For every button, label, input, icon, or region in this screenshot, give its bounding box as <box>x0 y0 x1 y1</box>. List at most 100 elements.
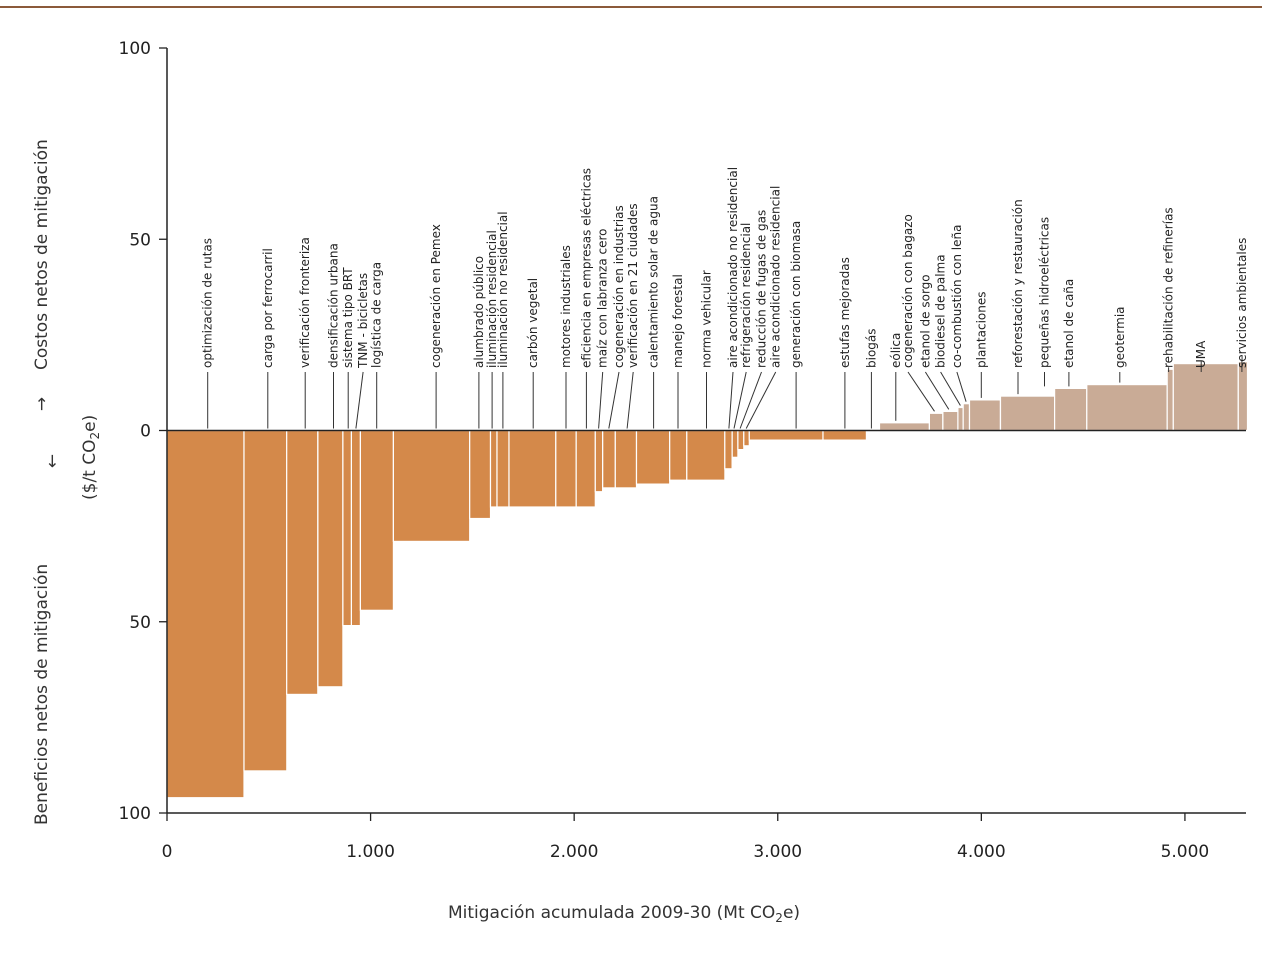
x-tick-label-4: 4.000 <box>957 842 1006 862</box>
bar-label-38: UMA <box>1194 340 1208 368</box>
x-tick-label-0: 0 <box>162 842 173 862</box>
bar-label-20: aire acondicionado no residencial <box>726 167 740 368</box>
leader-line-22 <box>739 371 762 429</box>
bar-label-23: aire acondicionado residencial <box>769 186 783 368</box>
bar-12 <box>555 429 577 508</box>
y-tick-label-0: 100 <box>119 39 151 59</box>
bar-7 <box>392 429 471 543</box>
bar-0 <box>166 429 245 799</box>
bar-label-10: iluminación no residencial <box>496 211 510 368</box>
bar-3 <box>317 429 344 688</box>
bar-label-39: servicios ambientales <box>1235 238 1249 368</box>
bar-28 <box>928 412 944 432</box>
bar-label-26: biogás <box>864 328 878 368</box>
bar-label-29: etanol de sorgo <box>918 274 932 368</box>
bar-label-1: carga por ferrocarril <box>261 248 275 368</box>
bar-4 <box>342 429 353 627</box>
leader-lines-group: optimización de rutas carga por ferrocarr… <box>201 167 1249 429</box>
bar-5 <box>350 429 361 627</box>
bar-label-9: iluminación residencial <box>485 230 499 368</box>
x-title-subscript: 2 <box>775 911 783 925</box>
y-axis-title-costs: Costos netos de mitigación <box>32 139 52 370</box>
y-axis-unit: ($/t CO2e) <box>80 415 102 500</box>
bar-34 <box>1053 387 1088 432</box>
leader-line-16 <box>626 371 634 429</box>
y-axis-arrow-up: → <box>32 397 52 411</box>
bar-32 <box>968 399 1001 432</box>
x-title-main: Mitigación acumulada 2009-30 (Mt CO <box>448 903 775 923</box>
bar-19 <box>686 429 726 481</box>
y-tick-label-2: 0 <box>140 422 151 442</box>
bar-label-16: verificación en 21 ciudades <box>626 203 640 368</box>
y-axis-title-benefits: Beneficios netos de mitigación <box>32 564 52 825</box>
y-unit-main: ($/t CO <box>80 440 100 501</box>
bar-2 <box>286 429 319 695</box>
bar-label-36: geotermia <box>1113 306 1127 368</box>
bar-label-4: sistema tipo BRT <box>341 267 355 368</box>
y-axis-arrow-down: → <box>42 454 62 468</box>
leader-line-29 <box>924 371 950 410</box>
bar-label-15: cogeneración en industrias <box>612 205 626 368</box>
bar-16 <box>614 429 638 489</box>
bar-8 <box>469 429 492 520</box>
x-tick-label-5: 5.000 <box>1161 842 1210 862</box>
bar-24 <box>748 429 824 441</box>
bar-label-18: manejo forestal <box>671 274 685 368</box>
leader-line-5 <box>355 371 364 429</box>
bar-10 <box>496 429 510 508</box>
bars-group <box>166 361 1249 799</box>
bar-23 <box>743 429 750 447</box>
bar-36 <box>1086 384 1168 432</box>
bar-29 <box>942 410 959 432</box>
x-tick-label-2: 2.000 <box>550 842 599 862</box>
bar-label-24: generación con biomasa <box>789 221 803 368</box>
bar-label-21: refrigeración residencial <box>739 223 753 368</box>
bar-label-8: alumbrado público <box>472 256 486 368</box>
bar-18 <box>669 429 688 481</box>
bar-label-0: optimización de rutas <box>201 238 215 368</box>
bar-label-37: rehabilitación de refinerías <box>1162 207 1176 368</box>
bar-31 <box>962 403 971 432</box>
x-title-end: e) <box>783 903 800 923</box>
bar-label-34: pequeñas hidroeléctricas <box>1038 217 1052 368</box>
bar-1 <box>243 429 288 772</box>
x-tick-label-3: 3.000 <box>753 842 802 862</box>
bar-label-2: verificación fronteriza <box>298 237 312 368</box>
bar-33 <box>999 395 1056 432</box>
bar-label-25: estufas mejoradas <box>838 257 852 368</box>
y-tick-label-3: 50 <box>129 613 151 633</box>
bar-11 <box>508 429 557 508</box>
bar-20 <box>724 429 733 470</box>
bar-9 <box>489 429 498 508</box>
top-rule <box>0 6 1262 8</box>
bar-label-13: eficiencia en empresas eléctricas <box>579 168 593 368</box>
bar-17 <box>635 429 671 485</box>
bar-label-35: etanol de caña <box>1062 279 1076 368</box>
leader-line-28 <box>907 371 935 412</box>
y-tick-label-4: 100 <box>119 804 151 824</box>
leader-line-20 <box>728 371 734 429</box>
bar-label-27: eólica <box>889 333 903 368</box>
bar-21 <box>731 429 739 458</box>
bar-label-12: motores industriales <box>559 245 573 368</box>
bar-label-22: reducción de fugas de gas <box>755 210 769 368</box>
bar-38 <box>1172 363 1239 432</box>
leader-line-14 <box>598 371 604 429</box>
bar-37 <box>1166 368 1174 432</box>
x-tick-label-1: 1.000 <box>346 842 395 862</box>
bar-label-3: densificación urbana <box>327 243 341 368</box>
bar-label-33: reforestación y restauración <box>1011 199 1025 368</box>
bar-6 <box>359 429 394 611</box>
bar-label-31: co-combustión con leña <box>950 225 964 368</box>
leader-line-21 <box>733 371 747 429</box>
bar-label-28: cogeneración con bagazo <box>901 214 915 368</box>
leader-line-31 <box>956 371 967 402</box>
bar-27 <box>878 422 931 432</box>
bar-label-19: norma vehicular <box>700 270 714 368</box>
bar-label-30: biodiesel de palma <box>934 254 948 368</box>
bar-label-7: cogeneración en Pemex <box>429 224 443 368</box>
bar-13 <box>575 429 596 508</box>
leader-line-15 <box>608 371 620 429</box>
bar-22 <box>737 429 745 451</box>
